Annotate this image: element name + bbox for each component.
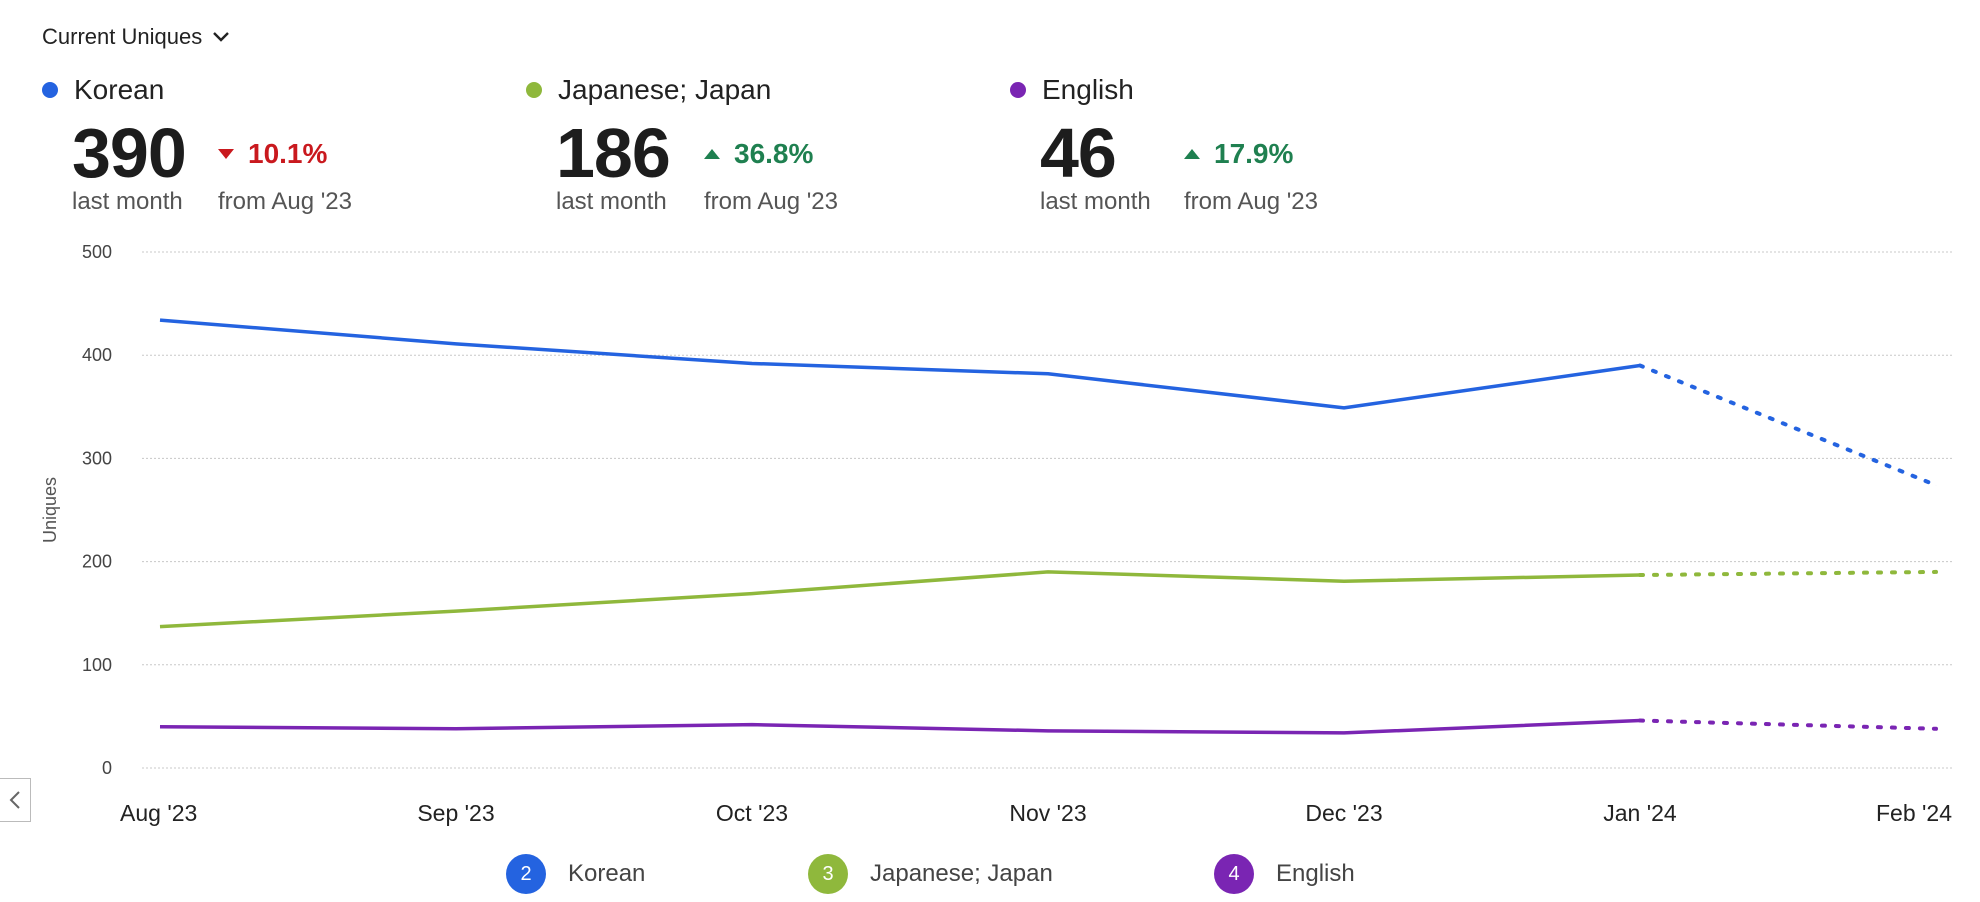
x-tick-label: Aug '23 — [120, 800, 197, 826]
x-tick-label: Feb '24 — [1876, 800, 1952, 826]
kpi-delta-value: 36.8% — [734, 138, 814, 169]
legend-item-korean[interactable]: 2 Korean — [506, 854, 645, 894]
metric-dropdown[interactable]: Current Uniques — [42, 24, 230, 50]
kpi-value-caption: last month — [72, 188, 183, 215]
series-color-dot — [526, 82, 542, 98]
kpi-value: 46 — [1040, 114, 1117, 192]
kpi-value: 186 — [556, 114, 671, 192]
y-tick-label: 200 — [82, 552, 112, 572]
kpi-series-name: English — [1042, 74, 1134, 105]
kpi-english: English 46 last month 17.9% from Aug '23 — [1010, 70, 1450, 215]
metric-dropdown-label: Current Uniques — [42, 24, 203, 49]
legend-item-japanese[interactable]: 3 Japanese; Japan — [808, 854, 1053, 894]
kpi-delta-caption: from Aug '23 — [1184, 188, 1318, 215]
x-tick-label: Nov '23 — [1009, 800, 1086, 826]
kpi-delta: 36.8% — [704, 138, 813, 170]
legend-label: English — [1276, 860, 1355, 887]
y-tick-label: 100 — [82, 655, 112, 675]
kpi-delta: 10.1% — [218, 138, 327, 170]
scroll-left-button[interactable] — [0, 778, 31, 822]
legend-index-badge: 3 — [808, 854, 848, 894]
legend-label: Japanese; Japan — [870, 860, 1053, 887]
y-tick-label: 500 — [82, 242, 112, 262]
x-tick-label: Oct '23 — [716, 800, 788, 826]
y-tick-label: 0 — [102, 758, 112, 778]
series-projection-korean — [1638, 363, 1938, 488]
kpi-delta-value: 10.1% — [248, 138, 328, 169]
y-axis-label: Uniques — [40, 477, 60, 543]
kpi-series-name: Japanese; Japan — [558, 74, 772, 105]
x-tick-label: Sep '23 — [417, 800, 494, 826]
y-tick-label: 400 — [82, 345, 112, 365]
series-projection-english — [1638, 718, 1938, 731]
series-projection-japanese-japan — [1638, 569, 1938, 578]
kpi-series-name: Korean — [74, 74, 165, 105]
kpi-delta-caption: from Aug '23 — [218, 188, 352, 215]
kpi-value-caption: last month — [1040, 188, 1151, 215]
x-tick-label: Jan '24 — [1603, 800, 1677, 826]
x-tick-label: Dec '23 — [1305, 800, 1382, 826]
chevron-left-icon — [9, 791, 20, 809]
kpi-delta-caption: from Aug '23 — [704, 188, 838, 215]
triangle-down-icon — [218, 149, 234, 159]
kpi-korean: Korean 390 last month 10.1% from Aug '23 — [42, 70, 482, 215]
series-color-dot — [42, 82, 58, 98]
legend-index-badge: 2 — [506, 854, 546, 894]
kpi-japanese: Japanese; Japan 186 last month 36.8% fro… — [526, 70, 966, 215]
series-line-english — [159, 718, 1641, 735]
kpi-value: 390 — [72, 114, 187, 192]
triangle-up-icon — [704, 149, 720, 159]
y-tick-label: 300 — [82, 448, 112, 468]
series-line-korean — [159, 318, 1641, 410]
legend-index-badge: 4 — [1214, 854, 1254, 894]
kpi-delta: 17.9% — [1184, 138, 1293, 170]
series-color-dot — [1010, 82, 1026, 98]
legend-label: Korean — [568, 860, 646, 887]
legend-item-english[interactable]: 4 English — [1214, 854, 1355, 894]
series-line-japanese-japan — [159, 570, 1641, 629]
kpi-delta-value: 17.9% — [1214, 138, 1294, 169]
triangle-up-icon — [1184, 149, 1200, 159]
chevron-down-icon — [213, 32, 230, 42]
kpi-value-caption: last month — [556, 188, 667, 215]
